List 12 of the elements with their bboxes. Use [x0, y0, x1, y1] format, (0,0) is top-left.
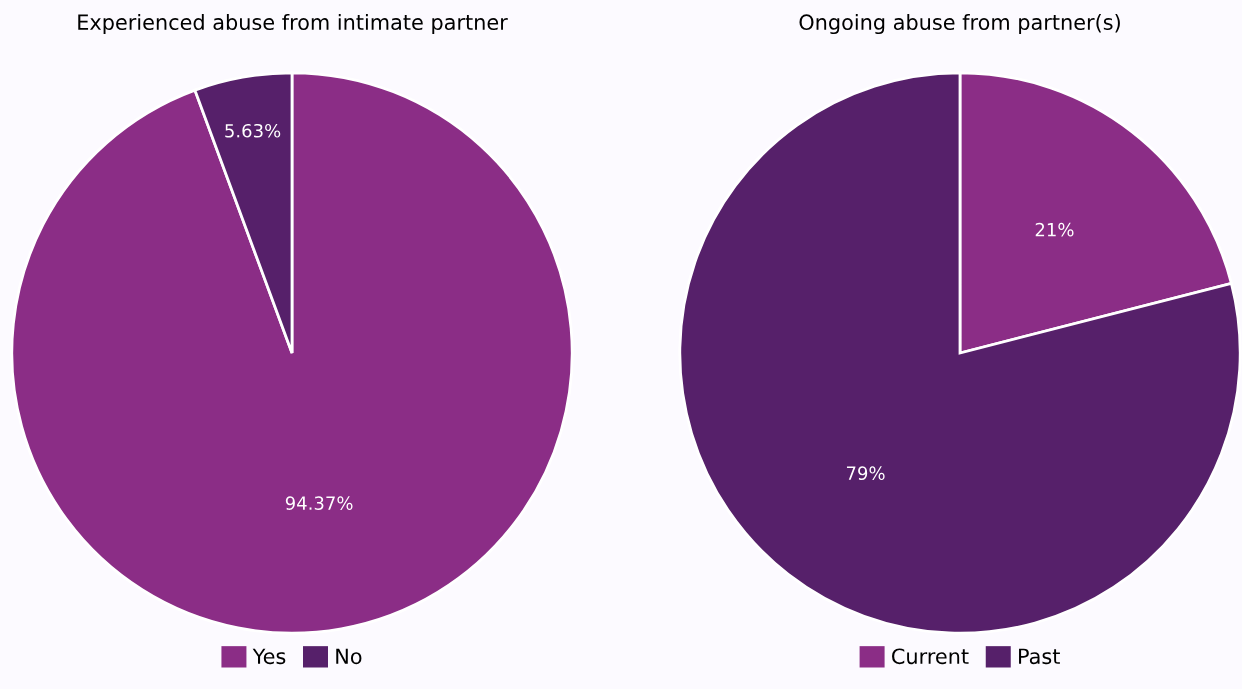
data-label: 79% [846, 466, 885, 481]
chart-title: Experienced abuse from intimate partner [78, 13, 508, 35]
chart-title: Ongoing abuse from partner(s) [799, 13, 1120, 35]
data-label: 94.37% [285, 496, 353, 510]
legend-label: Past [1019, 648, 1060, 665]
pie-slice [10, 71, 574, 635]
pie-slice [678, 71, 1242, 635]
legend-label: No [336, 648, 362, 665]
data-label: 21% [1035, 222, 1074, 237]
legend-label: Yes [252, 648, 286, 665]
data-label: 5.63% [225, 123, 281, 138]
legend-label: Current [892, 648, 969, 665]
